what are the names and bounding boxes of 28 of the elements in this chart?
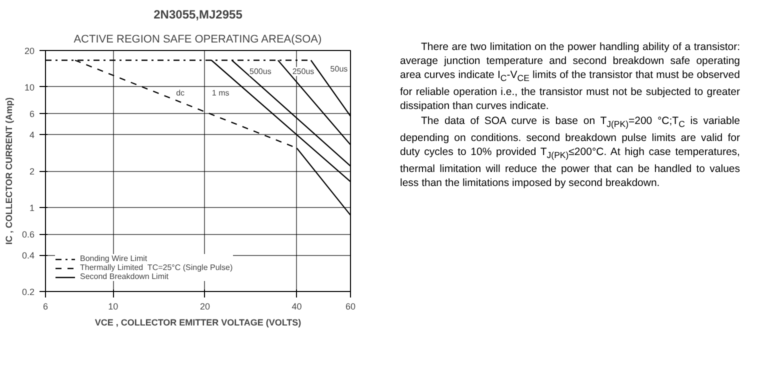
- annotation: 250us: [292, 66, 314, 76]
- chart-title: 2N3055,MJ2955: [154, 8, 243, 22]
- x-tick-label: 40: [292, 302, 302, 312]
- legend-label: Thermally Limited TC=25°C (Single Pulse): [80, 263, 233, 272]
- y-tick-label: 4: [29, 130, 35, 140]
- x-tick-label: 20: [200, 302, 210, 312]
- x-axis-title: VCE , COLLECTOR EMITTER VOLTAGE (VOLTS): [94, 318, 302, 328]
- y-tick-label: 20: [24, 46, 35, 56]
- y-tick-label: 1: [29, 202, 35, 213]
- annotation: 500us: [250, 66, 272, 76]
- annotation: 50us: [330, 64, 348, 74]
- text: There are two limitation on the power handling ability of a transistor: average junction temperature and second breakdown safe operating area curves indicate I$_{C}$-V$_{CE}$ limits of the transistor that must be observed for reliable operation i.e., the transistor must not be subjected to greater dissipation than curves indicate.: [400, 41, 740, 112]
- y-tick-label: 6: [29, 109, 35, 120]
- y-tick-label: 2: [29, 166, 35, 176]
- annotation: dc: [176, 88, 185, 98]
- text: The data of SOA curve is base on T$_{J(PK)}$=200 °C;T$_{C}$ is variable depending on conditions. second breakdown pulse limits are valid for duty cycles to 10% provided T$_{J(PK)}$≤200°C. At high case temperatures, thermal limitation will reduce the power that can be handled to values less than the limitations imposed by second breakdown.: [400, 114, 740, 189]
- y-tick-label: 0.2: [22, 287, 35, 297]
- x-tick-label: 60: [345, 302, 356, 312]
- legend-label: Bonding Wire Limit: [80, 254, 148, 263]
- y-tick-label: 10: [24, 82, 35, 92]
- legend-label: Second Breakdown Limit: [80, 272, 168, 281]
- annotation: 1 ms: [212, 88, 230, 98]
- y-axis-title: IC , COLLECTOR CURRENT (Amp): [4, 97, 14, 245]
- y-tick-label: 0.6: [22, 230, 35, 240]
- x-tick-label: 6: [42, 302, 48, 312]
- y-tick-label: 0.4: [22, 250, 35, 261]
- x-tick-label: 10: [108, 302, 118, 312]
- chart-subtitle: ACTIVE REGION SAFE OPERATING AREA(SOA): [74, 34, 322, 46]
